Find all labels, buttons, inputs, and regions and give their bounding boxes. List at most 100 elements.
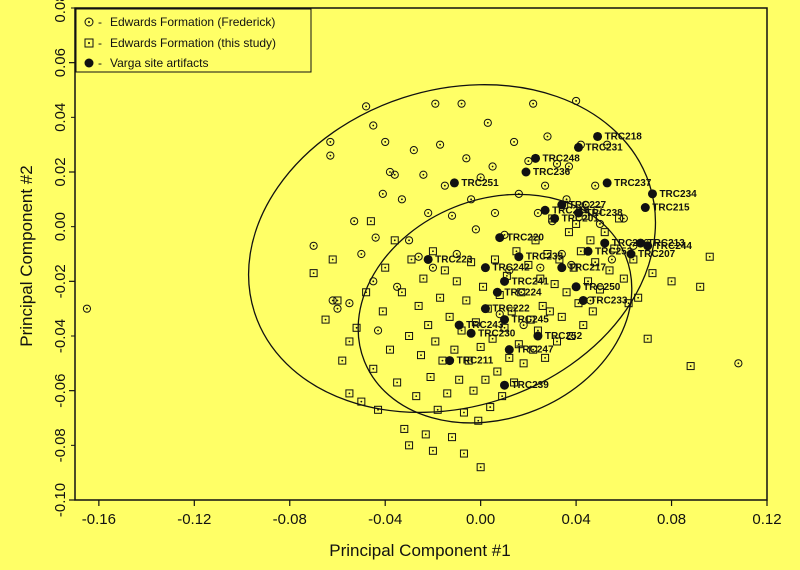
artifact-label: TRC201 xyxy=(562,213,600,224)
this-study-point xyxy=(405,441,414,450)
frederick-point xyxy=(369,121,378,130)
this-study-point xyxy=(510,378,519,387)
varga-artifact-point xyxy=(640,203,650,213)
varga-artifact-point xyxy=(521,167,531,177)
legend-dash-2: - xyxy=(98,36,102,50)
this-study-point xyxy=(476,342,485,351)
this-study-point xyxy=(486,403,495,412)
this-study-point xyxy=(421,430,430,439)
frederick-point xyxy=(390,170,399,179)
artifact-label: TRC243 xyxy=(466,320,504,331)
x-axis-title: Principal Component #1 xyxy=(329,541,510,560)
varga-artifact-point xyxy=(445,356,455,366)
frederick-point xyxy=(533,208,543,218)
this-study-point xyxy=(524,260,533,269)
frederick-point xyxy=(490,208,500,218)
x-tick-label: -0.08 xyxy=(273,511,307,528)
artifact-label: TRC217 xyxy=(569,263,607,274)
this-study-point xyxy=(393,378,402,387)
x-tick-label: -0.16 xyxy=(82,511,116,528)
frederick-point xyxy=(603,140,612,149)
this-study-point xyxy=(567,332,576,340)
x-tick-label: 0.00 xyxy=(466,511,495,528)
varga-artifact-point xyxy=(500,315,510,325)
artifact-label: TRC241 xyxy=(512,276,550,287)
artifact-label: TRC218 xyxy=(605,131,643,142)
y-minor-tick-label: 0.08 xyxy=(52,0,69,23)
this-study-point xyxy=(428,247,437,256)
artifact-label: TRC230 xyxy=(478,328,516,339)
this-study-point xyxy=(385,345,394,354)
artifact-label: TRC231 xyxy=(585,142,623,153)
this-study-point xyxy=(400,424,409,433)
varga-artifact-point xyxy=(514,252,524,262)
frederick-point xyxy=(734,359,743,368)
this-study-point xyxy=(474,416,483,425)
this-study-point xyxy=(352,323,361,332)
artifact-label: TRC224 xyxy=(504,287,542,298)
varga-artifact-point xyxy=(578,295,588,305)
artifact-label: TRC244 xyxy=(655,241,693,252)
artifact-label: TRC219 xyxy=(552,205,590,216)
this-study-point xyxy=(605,266,614,275)
this-study-point xyxy=(595,285,604,294)
x-tick-label: -0.04 xyxy=(368,511,402,528)
this-study-point xyxy=(643,334,652,343)
this-study-point xyxy=(321,315,330,324)
this-study-point xyxy=(557,312,566,321)
artifact-label: TRC233 xyxy=(590,295,628,306)
frederick-point xyxy=(457,99,466,108)
this-study-point xyxy=(648,269,657,278)
this-study-point xyxy=(488,334,497,343)
frederick-point xyxy=(447,211,457,220)
frederick-point xyxy=(540,181,550,190)
y-tick-label: -0.02 xyxy=(52,264,69,298)
frederick-point xyxy=(357,249,366,259)
y-minor-tick-label: -0.08 xyxy=(52,428,69,462)
this-study-point xyxy=(562,288,571,297)
this-study-point xyxy=(553,337,562,346)
artifact-label: TRC247 xyxy=(516,345,554,356)
this-study-point xyxy=(581,211,590,220)
frederick-point xyxy=(431,99,440,108)
legend-dash-3: - xyxy=(98,56,102,70)
frederick-point xyxy=(371,233,380,242)
varga-artifact-point xyxy=(500,276,510,286)
frederick-point xyxy=(483,118,492,127)
this-study-point xyxy=(538,301,547,310)
this-study-point xyxy=(309,269,318,278)
this-study-point xyxy=(462,296,471,305)
this-study-point xyxy=(619,274,628,283)
varga-artifact-point xyxy=(500,380,510,390)
artifact-label: TRC236 xyxy=(533,167,571,178)
frederick-point xyxy=(414,252,423,261)
this-study-point xyxy=(591,258,600,267)
legend-label-frederick: Edwards Formation (Frederick) xyxy=(110,15,275,29)
varga-artifact-point xyxy=(466,328,476,338)
frederick-point xyxy=(543,132,552,141)
y-minor-tick-label: 0.00 xyxy=(52,212,69,241)
this-study-point xyxy=(452,277,461,286)
legend-box xyxy=(75,8,312,73)
legend-marker-frederick xyxy=(84,17,94,27)
x-tick-label: -0.12 xyxy=(177,511,211,528)
this-study-point xyxy=(531,236,540,245)
frederick-point xyxy=(333,304,342,313)
frederick-point xyxy=(373,326,383,335)
this-study-point xyxy=(541,353,550,362)
frederick-point xyxy=(562,195,571,204)
this-study-point xyxy=(431,337,440,346)
this-study-point xyxy=(433,405,442,414)
legend-marker-varga xyxy=(84,58,94,68)
frederick-point xyxy=(619,214,628,223)
frederick-point xyxy=(509,137,519,147)
frederick-point xyxy=(529,99,538,108)
artifact-label: TRC213 xyxy=(648,238,686,249)
y-tick-label: 0.06 xyxy=(52,48,69,77)
frederick-point xyxy=(440,181,449,190)
frederick-point xyxy=(519,320,528,330)
this-study-point xyxy=(667,277,676,286)
artifact-label: TRC234 xyxy=(659,189,697,200)
this-study-point xyxy=(438,356,447,365)
x-tick-label: 0.04 xyxy=(562,511,591,528)
